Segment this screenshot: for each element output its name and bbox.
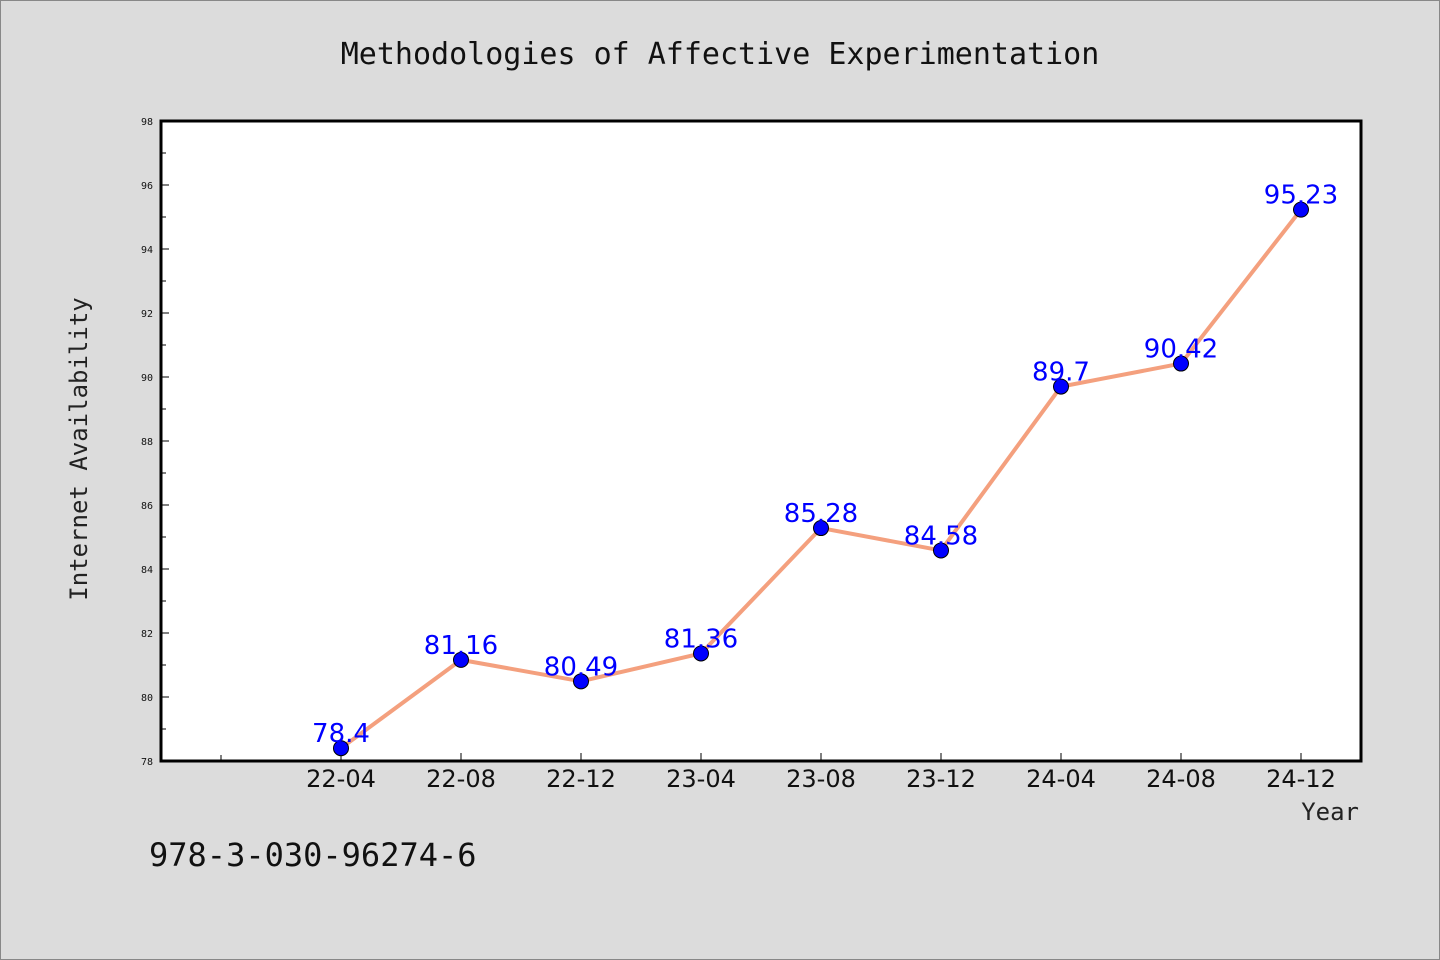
data-label: 95.23 <box>1264 181 1338 211</box>
y-tick-label: 92 <box>141 309 153 320</box>
data-point <box>813 520 829 537</box>
data-label: 89.7 <box>1032 358 1090 388</box>
x-tick-label: 23-04 <box>666 765 736 793</box>
y-tick-label: 94 <box>141 245 153 256</box>
data-point <box>333 740 349 757</box>
y-tick-label: 78 <box>141 757 153 768</box>
data-point <box>1053 378 1069 395</box>
plot-area <box>159 119 1363 763</box>
y-axis-label: Internet Availability <box>65 297 93 600</box>
x-tick-label: 24-04 <box>1026 765 1096 793</box>
data-label: 78.4 <box>312 719 370 749</box>
x-tick-label: 22-04 <box>306 765 376 793</box>
x-tick-label: 23-08 <box>786 765 856 793</box>
x-tick-label: 23-12 <box>906 765 976 793</box>
y-tick-label: 80 <box>141 693 153 704</box>
x-tick-label: 24-12 <box>1266 765 1336 793</box>
y-tick-label: 88 <box>141 437 153 448</box>
data-label: 81.16 <box>424 631 498 661</box>
data-point <box>933 542 949 559</box>
y-axis: 78 80 82 84 86 88 90 92 94 96 98 <box>141 117 169 768</box>
y-tick-label: 96 <box>141 181 153 192</box>
data-label: 80.49 <box>544 652 618 682</box>
x-axis: 22-04 22-08 22-12 23-04 23-08 23-12 24-04 24-08… <box>220 753 1336 793</box>
data-label: 84.58 <box>904 521 978 551</box>
data-point <box>453 651 469 668</box>
data-label: 85.28 <box>784 499 858 529</box>
y-tick-label: 86 <box>141 501 153 512</box>
data-labels: 78.4 81.16 80.49 81.36 85.28 84.58 89.7 90.42 95… <box>312 181 1338 750</box>
data-point <box>1293 201 1309 218</box>
y-tick-label: 82 <box>141 629 153 640</box>
series-layer <box>333 201 1309 757</box>
x-tick-label: 22-08 <box>426 765 496 793</box>
data-label: 81.36 <box>664 624 738 654</box>
x-axis-label: Year <box>1301 798 1359 826</box>
data-point <box>573 673 589 690</box>
y-tick-label: 84 <box>141 565 153 576</box>
chart-title: Methodologies of Affective Experimentati… <box>341 37 1100 72</box>
data-label: 90.42 <box>1144 335 1218 365</box>
y-tick-label: 98 <box>141 117 153 128</box>
x-tick-label: 24-08 <box>1146 765 1216 793</box>
data-point <box>1173 355 1189 372</box>
data-point <box>693 645 709 662</box>
x-tick-label: 22-12 <box>546 765 616 793</box>
y-tick-label: 90 <box>141 373 153 384</box>
isbn-note: 978-3-030-96274-6 <box>149 836 477 874</box>
